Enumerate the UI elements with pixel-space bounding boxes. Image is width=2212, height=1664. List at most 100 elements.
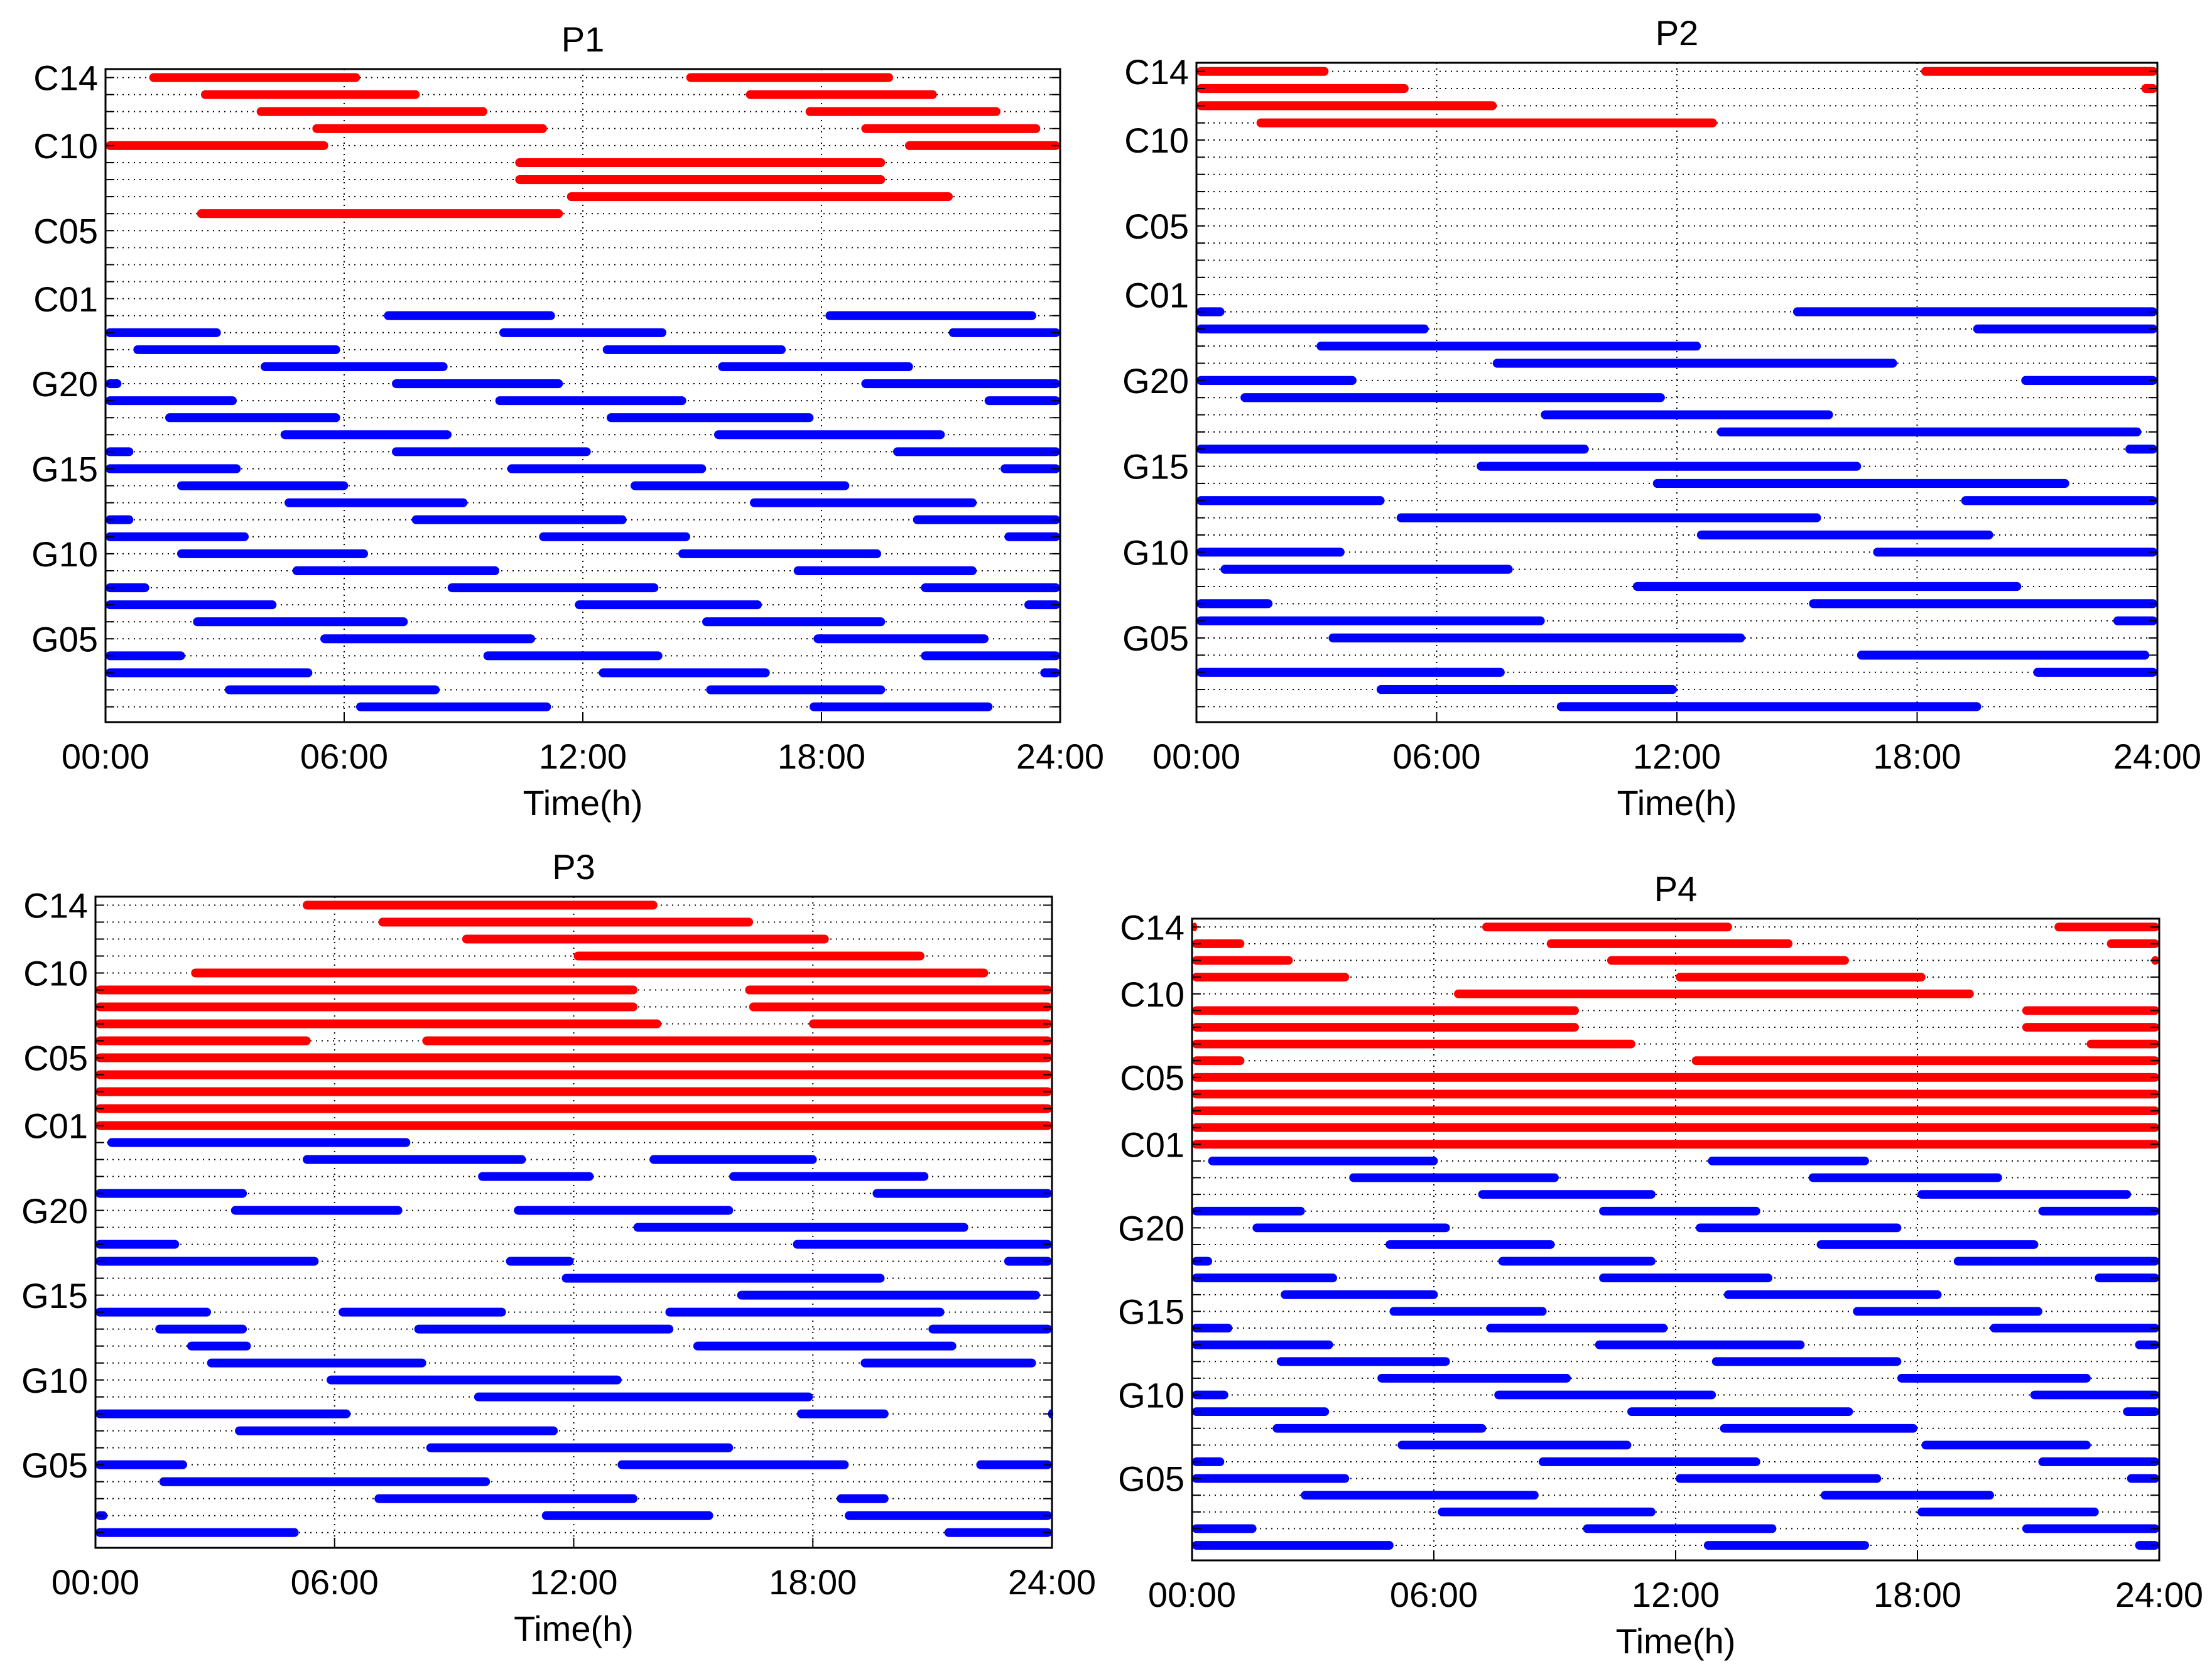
bar-blue-row-33 xyxy=(976,1460,1052,1469)
bar-red-row-4 xyxy=(905,141,1060,150)
bar-blue-row-35 xyxy=(837,1494,889,1503)
bar-blue-row-31 xyxy=(1196,599,1273,608)
x-tick-label: 18:00 xyxy=(769,1562,857,1602)
y-tick-label: G10 xyxy=(1122,532,1189,572)
bar-blue-row-14 xyxy=(384,311,555,320)
bar-blue-row-23 xyxy=(507,464,707,473)
y-tick-label: C14 xyxy=(1124,52,1189,92)
bar-blue-row-17 xyxy=(872,1189,1052,1198)
bar-blue-row-17 xyxy=(718,362,913,371)
bar-red-row-9 xyxy=(1192,1072,2159,1082)
bar-blue-row-30 xyxy=(95,1409,351,1418)
bar-red-row-0 xyxy=(686,73,893,82)
bar-blue-row-28 xyxy=(2030,1390,2159,1400)
bar-blue-row-17 xyxy=(1599,1206,1760,1216)
y-tick-label: G05 xyxy=(21,1445,88,1485)
y-tick-label: C05 xyxy=(1124,207,1189,246)
bar-blue-row-18 xyxy=(2021,375,2157,385)
bar-blue-row-15 xyxy=(1808,1173,2002,1182)
bar-blue-row-33 xyxy=(617,1460,849,1469)
bar-blue-row-22 xyxy=(2125,445,2157,454)
bar-red-row-10 xyxy=(1192,1089,2159,1099)
y-tick-label: C01 xyxy=(1124,275,1189,315)
y-tick-label: G05 xyxy=(31,619,98,659)
bar-blue-row-24 xyxy=(665,1307,945,1317)
bar-blue-row-32 xyxy=(702,617,886,627)
bar-blue-row-25 xyxy=(1961,496,2157,505)
bar-red-row-3 xyxy=(1192,973,1350,982)
bar-red-row-13 xyxy=(1192,1140,2159,1149)
bar-blue-row-27 xyxy=(860,1358,1036,1368)
bar-blue-row-30 xyxy=(921,583,1060,593)
bar-blue-row-28 xyxy=(327,1375,622,1385)
bar-red-row-7 xyxy=(95,1019,662,1029)
bar-blue-row-28 xyxy=(177,549,368,558)
bar-blue-row-29 xyxy=(1192,1407,1330,1417)
bar-blue-row-25 xyxy=(2135,1340,2159,1349)
x-tick-label: 12:00 xyxy=(1632,1575,1720,1614)
bar-blue-row-20 xyxy=(165,413,340,423)
bar-blue-row-22 xyxy=(1196,445,1589,454)
bar-blue-row-15 xyxy=(1349,1173,1559,1182)
bar-blue-row-37 xyxy=(1556,702,1982,711)
bar-blue-row-23 xyxy=(1389,1307,1547,1316)
bar-blue-row-32 xyxy=(1192,1457,1225,1466)
bar-blue-row-29 xyxy=(474,1392,813,1402)
bar-blue-row-24 xyxy=(1192,1324,1233,1332)
bar-red-row-3 xyxy=(861,124,1041,133)
bar-blue-row-20 xyxy=(1541,410,1833,419)
bar-blue-row-17 xyxy=(261,362,448,371)
x-axis-label: Time(h) xyxy=(514,1609,634,1648)
bar-blue-row-19 xyxy=(633,1223,968,1232)
bar-red-row-5 xyxy=(1192,1006,1579,1015)
bar-blue-row-23 xyxy=(1853,1307,2042,1316)
bar-blue-row-31 xyxy=(235,1426,558,1435)
bar-blue-row-15 xyxy=(948,328,1060,337)
bar-blue-row-34 xyxy=(1821,1491,1994,1500)
bar-red-row-5 xyxy=(515,158,886,167)
bar-blue-row-36 xyxy=(541,1511,713,1520)
bar-blue-row-24 xyxy=(339,1307,506,1317)
bar-red-row-1 xyxy=(2106,939,2159,948)
y-tick-label: C05 xyxy=(33,211,98,251)
bar-blue-row-34 xyxy=(159,1477,491,1486)
bar-blue-row-31 xyxy=(1024,600,1060,610)
bar-blue-row-25 xyxy=(928,1324,1052,1334)
bar-blue-row-32 xyxy=(1196,616,1545,625)
bar-red-row-2 xyxy=(1607,956,1849,965)
x-axis-label: Time(h) xyxy=(523,783,643,823)
bar-blue-row-34 xyxy=(483,651,663,661)
bar-blue-row-33 xyxy=(320,634,535,644)
bar-blue-row-29 xyxy=(292,566,499,575)
bar-blue-row-18 xyxy=(861,379,1060,389)
bar-red-row-0 xyxy=(302,900,658,910)
bar-blue-row-21 xyxy=(2095,1273,2159,1283)
bar-blue-row-31 xyxy=(1921,1440,2091,1450)
bar-blue-row-21 xyxy=(1192,1273,1337,1283)
bar-red-row-6 xyxy=(749,1002,1052,1012)
x-tick-label: 24:00 xyxy=(2113,737,2201,776)
bar-blue-row-26 xyxy=(1396,513,1821,522)
bar-blue-row-29 xyxy=(2123,1407,2159,1417)
bar-blue-row-27 xyxy=(539,532,690,541)
y-tick-label: C01 xyxy=(23,1106,88,1146)
bar-red-row-8 xyxy=(1192,1056,1245,1066)
x-tick-label: 24:00 xyxy=(2115,1575,2203,1614)
panel-p4: 00:00 06:00 12:00 18:00 24:00 C14 C10 C05 C01 G20… xyxy=(1118,869,2203,1661)
bar-blue-row-30 xyxy=(447,583,659,593)
y-tick-label: C10 xyxy=(1124,121,1189,160)
bar-red-row-0 xyxy=(1482,922,1732,932)
bar-blue-row-22 xyxy=(392,447,591,457)
bar-blue-row-17 xyxy=(2038,1206,2159,1216)
bar-blue-row-24 xyxy=(631,481,850,490)
x-tick-label: 06:00 xyxy=(1392,737,1480,776)
bar-blue-row-15 xyxy=(1196,324,1429,333)
bar-blue-row-35 xyxy=(2033,667,2157,677)
bar-blue-row-22 xyxy=(893,447,1060,457)
bar-red-row-3 xyxy=(1256,118,1717,127)
bar-blue-row-23 xyxy=(1000,464,1060,473)
bar-blue-row-20 xyxy=(95,1240,180,1249)
bar-blue-row-19 xyxy=(495,396,686,406)
bar-blue-row-31 xyxy=(1397,1440,1632,1450)
bar-blue-row-16 xyxy=(729,1172,929,1181)
